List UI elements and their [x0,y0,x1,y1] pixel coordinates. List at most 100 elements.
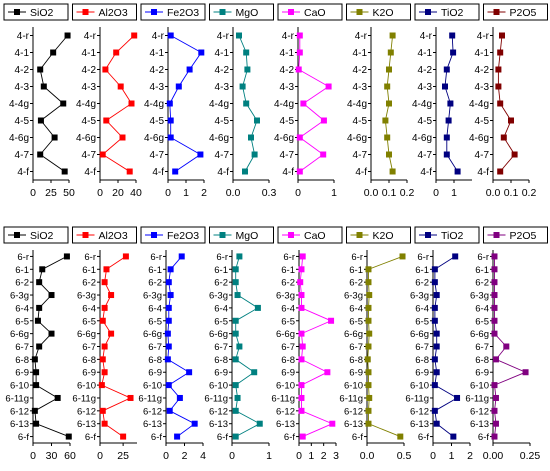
data-point [384,83,391,90]
data-point [365,382,372,389]
data-point [365,266,372,273]
data-point [299,433,306,440]
sample-label: 6-7 [15,342,29,353]
data-point [64,32,71,39]
sample-label: 6-12 [209,406,228,417]
sample-label: 6-10 [276,381,295,392]
sample-label: 6-11g [271,393,295,404]
panel-mgo: MgO 4-r 4-1 4-2 4-3 4-4g 4-5 4-6g 4-7 4-f 0.0 0.3 [209,3,276,199]
data-point [232,279,239,286]
data-point [254,117,260,124]
data-point [365,279,372,286]
panel-k2o: K2O6-r6-16-26-3g6-46-56-6g6-76-86-96-106… [339,226,411,462]
data-point [433,343,440,350]
sample-label: 4-3 [418,82,433,93]
x-tick-label: 0 [165,187,171,199]
sample-label: 6-11g [5,393,29,404]
sample-label: 4-3 [15,82,30,93]
sample-label: 4-r [355,31,368,42]
legend-box [483,3,548,21]
data-point [433,420,440,427]
panel-mgo: MgO6-r6-16-26-3g6-46-56-6g6-76-86-96-106… [204,226,274,462]
data-point [236,253,243,260]
panel-fe2o3: Fe2O3 6-r 6-1 6-2 6-3g6-4 6-5 6-6g 6-7 6-8 6-9 6-1… [138,226,206,462]
legend-marker [425,9,431,15]
legend-box [140,226,206,244]
data-point [491,317,498,324]
data-point [364,356,371,363]
data-point [186,369,193,376]
sample-label: 6-r [417,252,429,263]
legend-box [72,3,137,21]
sample-label: 6-5 [349,316,363,327]
sample-label: 4-6g [469,133,489,144]
data-point [433,369,440,376]
sample-label: 6-7 [475,342,489,353]
sample-label: 6-r [17,252,29,263]
sample-label: 4-f [355,167,367,178]
sample-label: 4-1 [353,48,368,59]
data-point [101,420,108,427]
data-point [454,394,461,401]
sample-label: 4-2 [215,65,230,76]
legend-entry: P2O5 [483,3,548,21]
legend-label: K2O [373,230,394,242]
sample-label: 4-7 [280,150,295,161]
data-point [386,100,392,107]
data-point [236,343,243,350]
data-point [497,168,504,175]
x-tick-label: 0 [229,450,235,462]
data-point [243,100,250,107]
data-point [433,292,440,299]
data-point [61,168,68,175]
data-point [298,330,305,337]
data-point [442,83,448,90]
legend-entry: K2O [346,3,411,21]
data-point [325,83,332,90]
sample-label: 6-8 [214,355,228,366]
sample-label: 6-6g [344,329,363,340]
data-point [296,32,303,39]
data-point [296,168,303,175]
sample-label: 4-r [420,31,433,42]
data-point [449,32,456,39]
x-tick-label: 1 [266,450,272,462]
sample-label: 6-5 [475,316,489,327]
sample-label: 6-7 [148,342,162,353]
data-point [299,253,306,260]
data-point [389,32,396,39]
sample-label: 4-2 [82,65,97,76]
data-point [128,100,135,107]
x-tick-label: 0 [97,187,103,199]
legend-box [209,226,274,244]
sample-label: 4-f [17,167,29,178]
sample-label: 6-2 [415,278,429,289]
sample-label: 4-7 [353,150,368,161]
sample-label: 4-r [282,31,295,42]
legend-entry: MgO [209,226,274,244]
x-tick-label: 0 [296,450,302,462]
data-point [256,420,263,427]
sample-label: 4-3 [82,82,97,93]
legend-marker [493,232,500,238]
data-point [63,253,70,260]
data-point [167,134,174,141]
sample-label: 6-3g [276,291,295,302]
data-point [397,433,404,440]
x-tick-label: 1 [449,450,455,462]
sample-label: 6-11g [405,393,429,404]
sample-label: 6-12 [470,406,489,417]
sample-label: 6-f [418,432,429,443]
x-tick-label: 0 [433,187,439,199]
sample-label: 6-2 [475,278,489,289]
sample-label: 4-4g [209,99,229,110]
legend-box [3,3,69,21]
sample-label: 6-13 [143,419,162,430]
sample-label: 6-4 [415,303,429,314]
sample-label: 6-2 [349,278,363,289]
sample-label: 4-5 [215,116,230,127]
data-point [101,279,108,286]
data-point [40,83,47,90]
data-point [167,266,174,273]
